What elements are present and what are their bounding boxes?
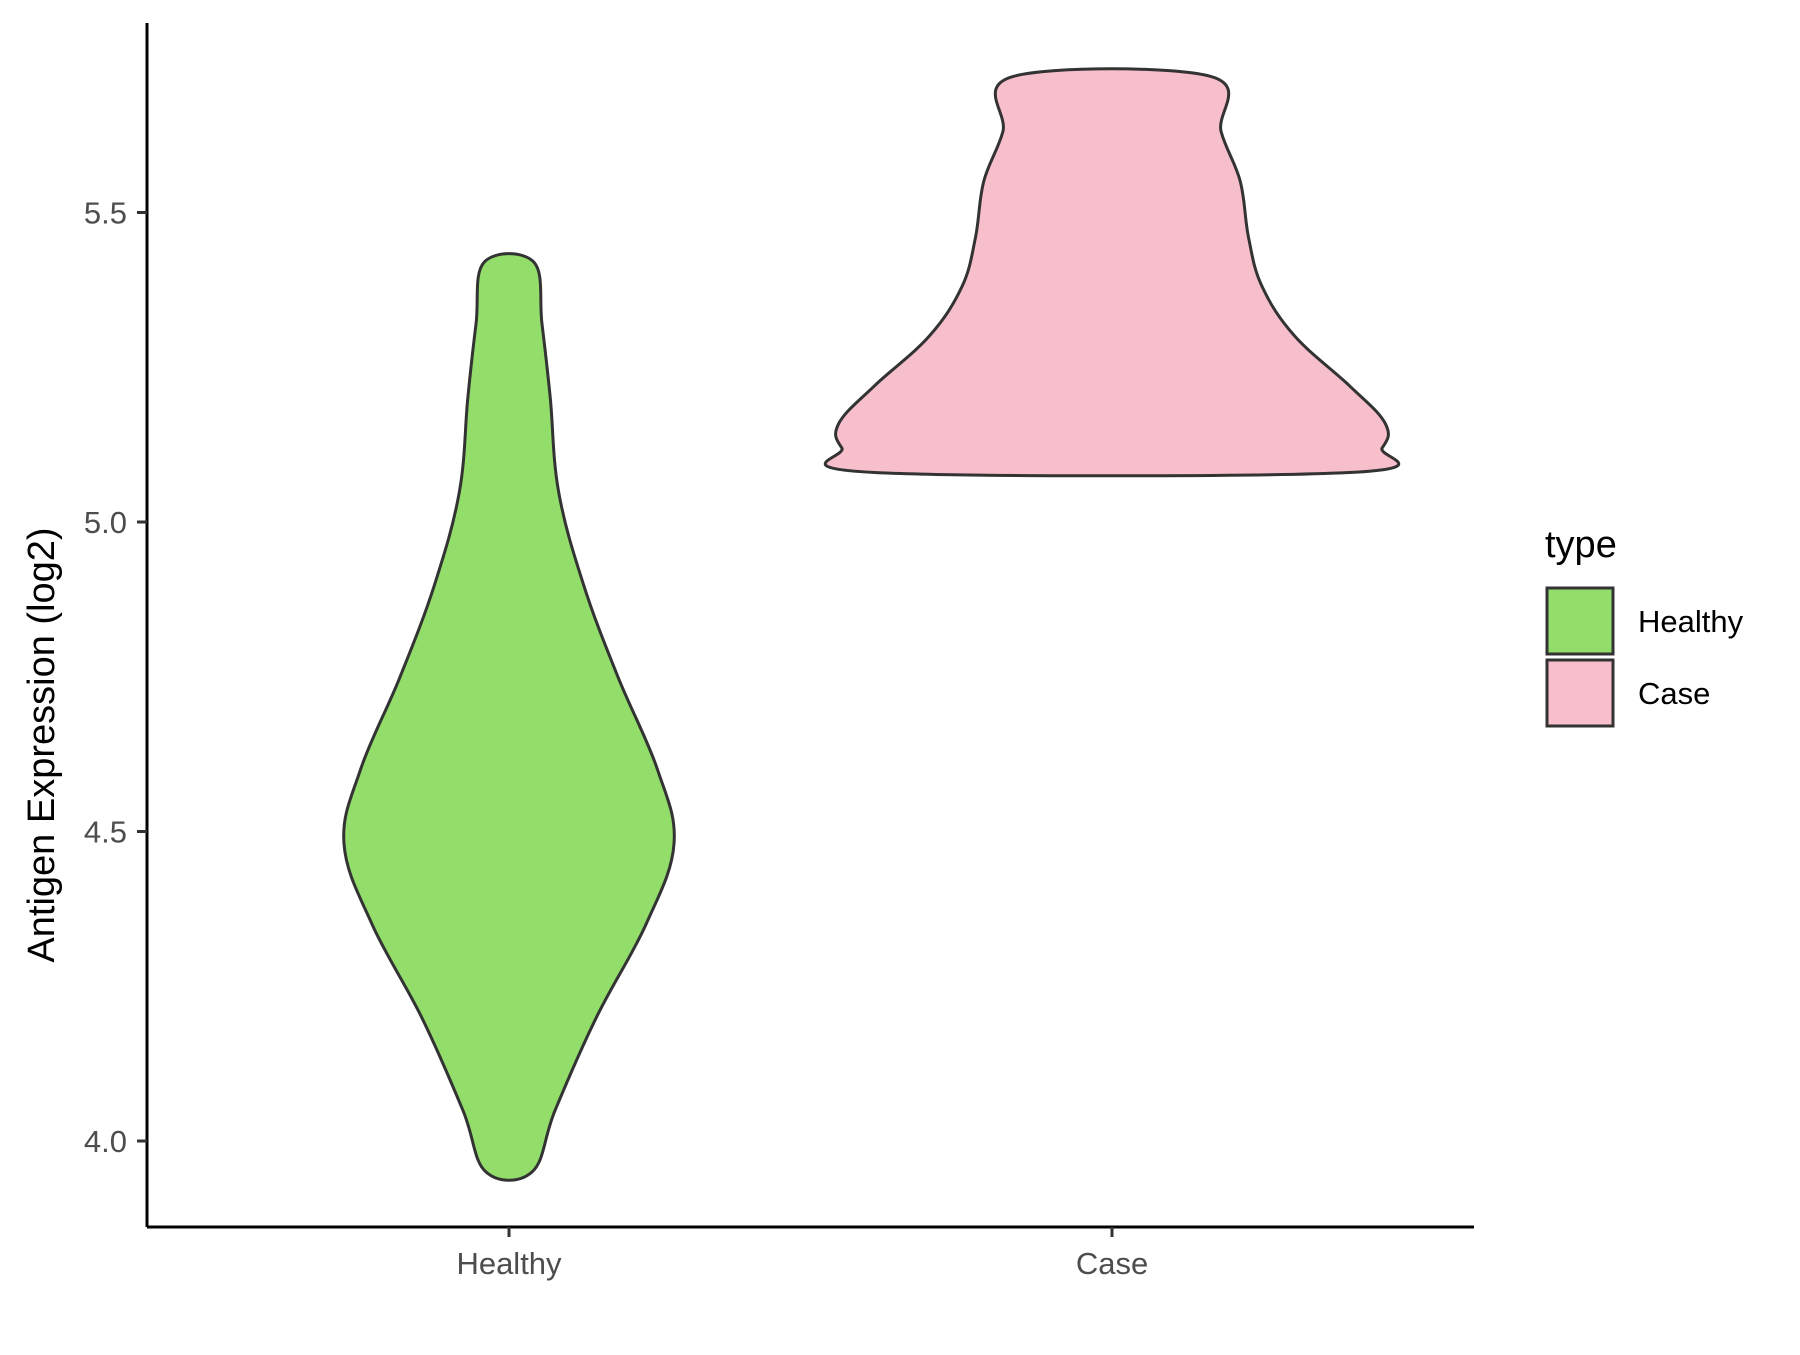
legend: type Healthy Case bbox=[1545, 524, 1744, 728]
x-tick-label: Case bbox=[1076, 1246, 1148, 1281]
violin-case bbox=[823, 67, 1401, 478]
legend-swatch-healthy bbox=[1545, 586, 1615, 656]
legend-entries: Healthy Case bbox=[1545, 586, 1744, 728]
x-tick-label: Healthy bbox=[456, 1246, 562, 1281]
violin-healthy bbox=[342, 252, 676, 1182]
legend-title: type bbox=[1545, 524, 1617, 566]
y-tick-label: 5.0 bbox=[84, 505, 127, 540]
y-tick-label: 5.5 bbox=[84, 196, 127, 231]
legend-label-case: Case bbox=[1638, 676, 1710, 711]
violins-layer bbox=[342, 67, 1401, 1182]
y-tick-label: 4.0 bbox=[84, 1124, 127, 1159]
legend-swatch-case bbox=[1545, 658, 1615, 728]
axes-layer: 4.0 4.5 5.0 5.5 Healthy Case bbox=[84, 23, 1474, 1281]
legend-label-healthy: Healthy bbox=[1638, 604, 1744, 639]
y-tick-label: 4.5 bbox=[84, 815, 127, 850]
y-axis-title: Antigen Expression (log2) bbox=[21, 527, 63, 962]
